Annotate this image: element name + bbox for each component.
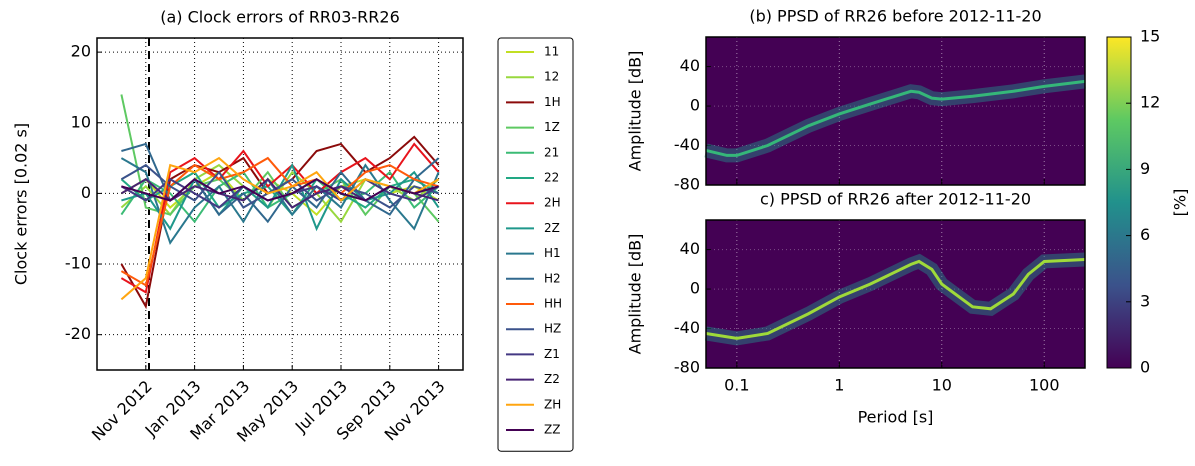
x-tick-label: 10 (932, 376, 952, 395)
series-line (120, 163, 439, 209)
ppsd-mode (705, 257, 1086, 340)
y-tick-label: -40 (674, 318, 700, 337)
y-axis-label: Amplitude [dB] (626, 234, 645, 355)
colorbar-tick-label: 15 (1140, 27, 1160, 46)
y-tick-label: -80 (674, 175, 700, 194)
y-tick-label: -20 (65, 324, 91, 343)
ppsd-mode (705, 79, 1086, 157)
plot-frame (705, 219, 1086, 369)
colorbar (1106, 36, 1132, 369)
x-axis-label: Period [s] (858, 408, 934, 427)
y-tick-label: -10 (65, 254, 91, 273)
y-axis-label: Clock errors [0.02 s] (12, 123, 31, 285)
colorbar-tick-label: 3 (1140, 291, 1150, 310)
series-line (120, 135, 440, 310)
y-tick-label: -80 (674, 358, 700, 377)
ppsd-background (706, 37, 1085, 185)
legend-label: 1H (544, 95, 561, 109)
legend-label: 1Z (544, 120, 560, 134)
colorbar-tick-label: 12 (1140, 93, 1160, 112)
y-tick-label: 10 (71, 112, 91, 131)
legend-label: ZZ (544, 423, 560, 437)
y-tick-label: 0 (81, 183, 91, 202)
legend-label: 2H (544, 196, 561, 210)
legend-box (497, 37, 574, 452)
ppsd-background (706, 220, 1085, 368)
legend-label: H1 (544, 246, 561, 260)
plot-frame (705, 36, 1086, 186)
colorbar-label: [%] (1171, 189, 1190, 217)
series-line (120, 156, 439, 287)
x-tick-label: Nov 2012 (88, 377, 156, 445)
y-tick-label: 0 (690, 96, 700, 115)
series-line (120, 142, 440, 294)
x-tick-label: 100 (1029, 376, 1060, 395)
legend-label: 22 (544, 171, 559, 185)
colorbar-tick-label: 6 (1140, 225, 1150, 244)
y-tick-label: 20 (71, 42, 91, 61)
x-tick-label: 0.1 (724, 376, 749, 395)
chart-title: (b) PPSD of RR26 before 2012-11-20 (749, 7, 1041, 26)
colorbar-tick-label: 0 (1140, 358, 1150, 377)
x-tick-label: 1 (834, 376, 844, 395)
legend-label: 12 (544, 70, 559, 84)
legend-label: H2 (544, 271, 561, 285)
plot-frame (96, 37, 464, 371)
legend-label: Z2 (544, 372, 560, 386)
y-tick-label: 40 (680, 56, 700, 75)
chart-title: c) PPSD of RR26 after 2012-11-20 (760, 190, 1031, 209)
chart-title: (a) Clock errors of RR03-RR26 (160, 8, 400, 27)
legend-label: 11 (544, 45, 559, 59)
y-tick-label: -40 (674, 135, 700, 154)
legend-label: HZ (544, 322, 561, 336)
y-axis-label: Amplitude [dB] (626, 51, 645, 172)
colorbar-tick-label: 9 (1140, 159, 1150, 178)
series-line (120, 156, 440, 301)
series-line (121, 178, 439, 202)
y-tick-label: 0 (690, 279, 700, 298)
y-tick-label: 40 (680, 239, 700, 258)
legend-label: 21 (544, 145, 559, 159)
legend-label: Z1 (544, 347, 560, 361)
legend-label: ZH (544, 397, 561, 411)
legend-label: 2Z (544, 221, 560, 235)
legend-label: HH (544, 297, 562, 311)
